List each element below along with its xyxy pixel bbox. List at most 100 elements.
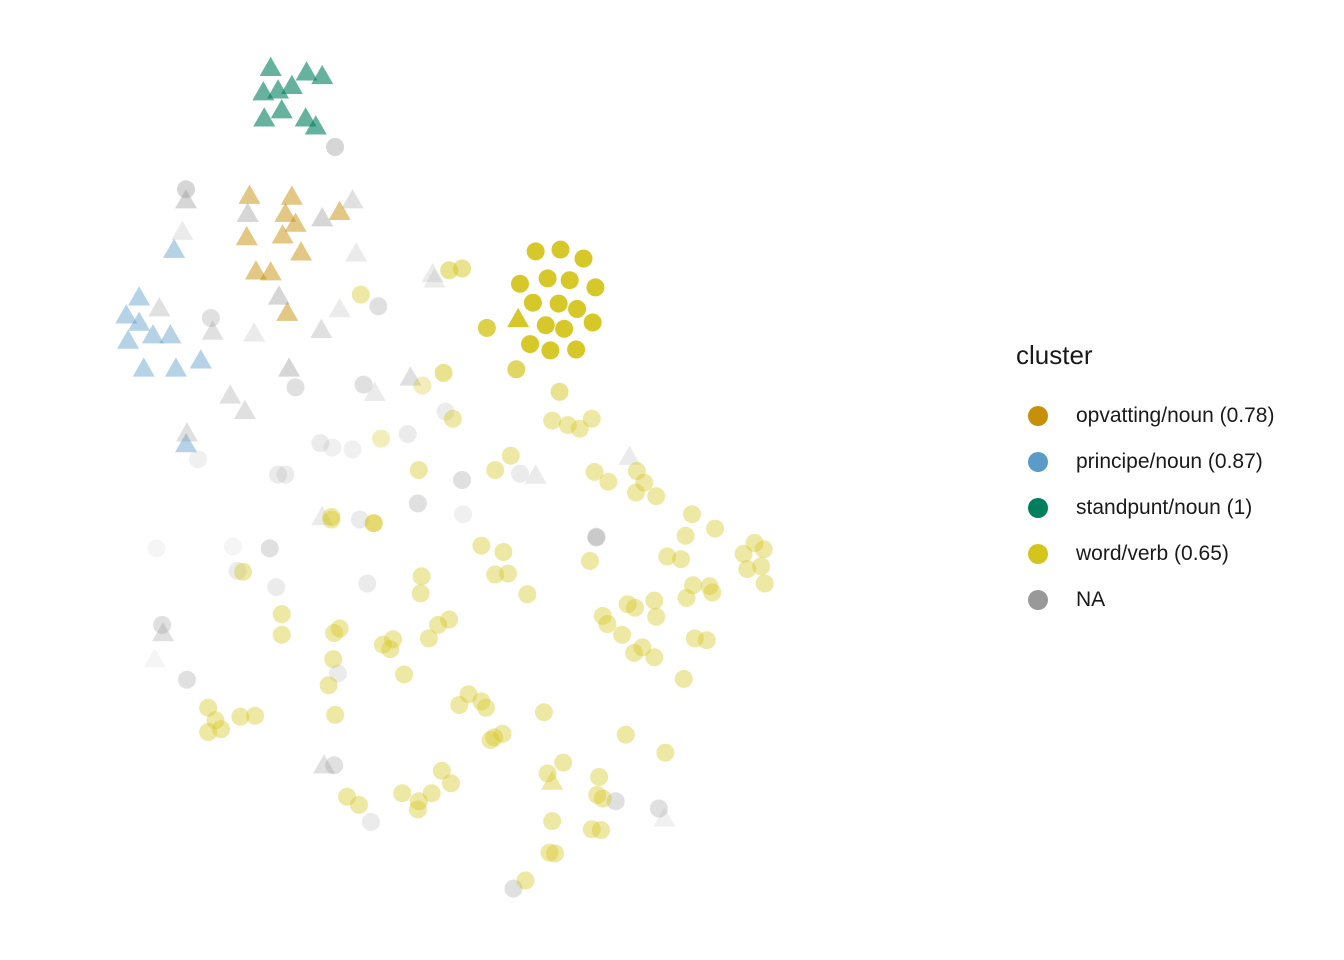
point-word-157	[582, 409, 601, 428]
point-opvatting-10	[238, 184, 261, 204]
point-word-125	[364, 514, 383, 533]
point-principe-30	[189, 349, 212, 369]
point-word-201	[373, 635, 392, 654]
scatter-plot	[115, 56, 774, 898]
point-opvatting-19	[259, 261, 282, 281]
point-principe-21	[163, 238, 186, 258]
point-na-77	[153, 615, 172, 634]
point-word-215	[206, 711, 225, 730]
point-principe-29	[164, 357, 187, 377]
point-word-140	[683, 576, 702, 595]
point-na-60	[343, 440, 362, 459]
point-word-124	[322, 510, 341, 529]
legend-title: cluster	[1016, 340, 1093, 370]
point-na-66	[350, 510, 369, 529]
point-word-160	[570, 419, 589, 438]
point-word-193	[393, 784, 412, 803]
point-na-83	[358, 574, 377, 593]
point-word-145	[685, 629, 704, 648]
point-word-126	[472, 536, 491, 555]
legend-item-na: NA	[1016, 577, 1274, 623]
point-na-64	[276, 465, 295, 484]
point-word-117	[434, 363, 453, 382]
point-word-195	[338, 787, 357, 806]
point-word-188	[476, 698, 495, 717]
point-standpunt-8	[294, 107, 317, 127]
point-word-217	[199, 723, 218, 741]
point-word-128	[412, 567, 431, 586]
point-word-104	[507, 307, 530, 328]
point-word-175	[582, 820, 601, 839]
point-word-158	[543, 411, 562, 430]
point-word-194	[408, 800, 427, 819]
point-word-187	[472, 692, 491, 711]
point-na-70	[524, 464, 547, 484]
point-na-51	[175, 422, 198, 442]
point-principe-23	[115, 304, 138, 324]
point-na-82	[328, 664, 347, 683]
point-word-95	[551, 240, 570, 259]
point-word-115	[453, 259, 472, 278]
point-word-169	[645, 648, 664, 667]
point-na-91	[653, 807, 676, 827]
point-standpunt-2	[311, 64, 334, 85]
point-word-183	[485, 728, 504, 747]
point-na-39	[345, 242, 368, 262]
point-word-120	[372, 429, 391, 448]
point-word-172	[554, 753, 573, 772]
point-word-132	[580, 552, 599, 570]
point-word-154	[700, 577, 719, 596]
point-word-162	[585, 462, 604, 481]
point-na-36	[236, 202, 259, 222]
point-word-184	[481, 731, 500, 750]
point-word-189	[432, 761, 451, 780]
point-principe-31	[175, 433, 198, 453]
point-opvatting-13	[284, 212, 307, 232]
point-na-55	[399, 366, 422, 386]
point-word-151	[734, 544, 753, 563]
point-standpunt-6	[270, 99, 293, 119]
legend-key-principe	[1028, 452, 1048, 472]
point-na-40	[267, 285, 290, 305]
point-na-68	[453, 505, 472, 524]
point-word-141	[703, 583, 722, 602]
point-word-123	[501, 446, 520, 465]
point-na-75	[260, 539, 279, 558]
point-word-147	[674, 669, 693, 688]
point-word-101	[523, 293, 542, 312]
point-word-138	[672, 550, 690, 569]
point-word-166	[647, 607, 666, 626]
point-na-49	[219, 384, 242, 404]
legend-key-opvatting	[1028, 406, 1048, 426]
legend-label-opvatting: opvatting/noun (0.78)	[1076, 404, 1275, 427]
point-word-191	[422, 784, 441, 803]
point-word-222	[656, 743, 675, 762]
point-word-170	[616, 725, 635, 744]
point-na-32	[326, 138, 345, 156]
point-word-153	[738, 560, 757, 579]
point-na-81	[267, 578, 286, 597]
point-word-96	[574, 249, 593, 268]
point-standpunt-5	[280, 74, 303, 95]
point-na-59	[323, 438, 342, 457]
point-na-37	[311, 207, 334, 227]
point-word-122	[486, 461, 505, 480]
point-word-204	[395, 665, 414, 684]
point-word-98	[538, 269, 557, 288]
point-standpunt-7	[253, 107, 276, 127]
point-word-94	[526, 242, 545, 261]
point-na-35	[171, 220, 194, 240]
point-word-97	[511, 274, 529, 293]
legend: cluster opvatting/noun (0.78) principe/n…	[1016, 340, 1274, 623]
point-word-112	[507, 360, 526, 379]
point-word-121	[409, 461, 428, 480]
point-word-179	[543, 812, 562, 831]
point-word-205	[419, 629, 438, 648]
point-word-99	[560, 271, 579, 290]
point-word-221	[364, 514, 383, 533]
point-word-161	[599, 472, 618, 491]
point-word-206	[450, 696, 469, 714]
point-word-207	[411, 584, 430, 603]
point-na-41	[148, 297, 171, 317]
point-na-86	[361, 813, 380, 831]
